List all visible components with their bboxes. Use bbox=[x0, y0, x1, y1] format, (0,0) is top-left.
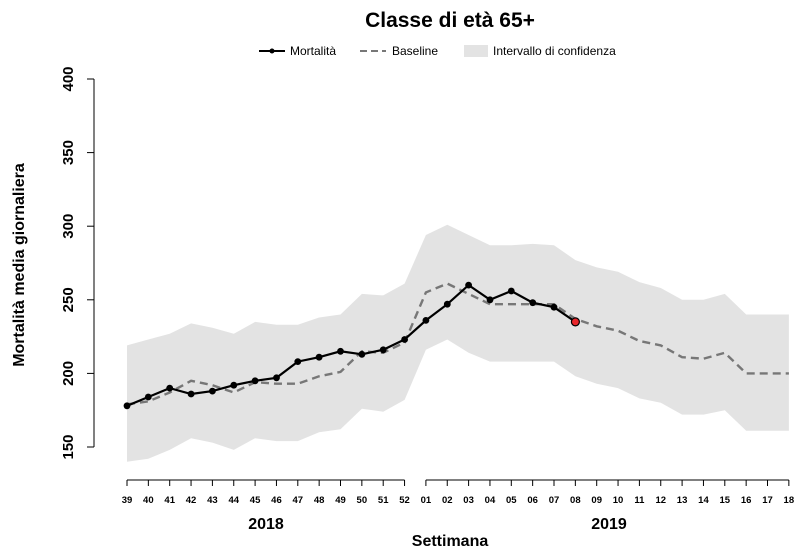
x-tick-label-45: 45 bbox=[250, 495, 261, 506]
mortalita-point-50 bbox=[358, 350, 366, 358]
confidence-band-area bbox=[127, 224, 789, 462]
baseline-line bbox=[126, 282, 789, 406]
legend-band-label: Intervallo di confidenza bbox=[493, 44, 616, 58]
legend: Mortalità Baseline Intervallo di confide… bbox=[259, 44, 616, 58]
x-tick-label-12: 12 bbox=[655, 495, 666, 506]
x-tick-label-48: 48 bbox=[314, 495, 325, 506]
x-tick-label-13: 13 bbox=[677, 495, 688, 506]
x-tick-label-01: 01 bbox=[421, 495, 432, 506]
x-tick-label-06: 06 bbox=[527, 495, 538, 506]
mortalita-point-45 bbox=[251, 377, 259, 385]
mortality-series bbox=[123, 281, 581, 410]
y-axis: 150 200 250 300 350 400 bbox=[60, 66, 95, 460]
mortalita-point-39 bbox=[123, 402, 131, 410]
x-tick-label-46: 46 bbox=[271, 495, 282, 506]
mortalita-point-49 bbox=[337, 347, 344, 355]
x-tick-label-09: 09 bbox=[591, 495, 602, 506]
y-tick-label-400: 400 bbox=[60, 66, 77, 91]
x-tick-label-07: 07 bbox=[549, 495, 560, 506]
mortalita-point-43 bbox=[209, 387, 216, 395]
y-tick-label-350: 350 bbox=[60, 140, 77, 165]
x-tick-label-43: 43 bbox=[207, 495, 218, 506]
x-tick-label-04: 04 bbox=[485, 495, 496, 506]
y-tick-label-300: 300 bbox=[60, 214, 77, 239]
mortalita-point-52 bbox=[401, 336, 408, 343]
mortalita-point-05 bbox=[507, 287, 515, 295]
x-tick-label-16: 16 bbox=[741, 495, 752, 506]
mortalita-point-41 bbox=[166, 384, 174, 392]
legend-mortalita-point bbox=[269, 48, 275, 54]
x-tick-label-02: 02 bbox=[442, 495, 453, 506]
mortalita-point-02 bbox=[443, 300, 451, 308]
y-axis-title: Mortalità media giornaliera bbox=[11, 163, 28, 367]
year-label-2019: 2019 bbox=[591, 516, 627, 533]
highlight-point bbox=[570, 317, 581, 327]
y-tick-label-250: 250 bbox=[60, 287, 77, 312]
x-tick-label-10: 10 bbox=[613, 495, 624, 506]
y-tick-label-200: 200 bbox=[60, 361, 77, 386]
mortalita-point-48 bbox=[315, 353, 323, 361]
legend-mortalita-label: Mortalità bbox=[290, 44, 336, 58]
x-axis-title: Settimana bbox=[412, 533, 489, 549]
x-tick-label-44: 44 bbox=[228, 495, 239, 506]
mortalita-line bbox=[126, 283, 577, 407]
mortalita-point-06 bbox=[529, 299, 537, 307]
legend-baseline-label: Baseline bbox=[392, 44, 438, 58]
x-tick-label-03: 03 bbox=[463, 495, 474, 506]
x-tick-label-11: 11 bbox=[634, 495, 645, 506]
mortalita-point-01 bbox=[422, 317, 430, 324]
mortalita-point-46 bbox=[273, 374, 280, 382]
x-tick-label-39: 39 bbox=[122, 495, 133, 506]
legend-band-swatch bbox=[464, 45, 488, 57]
mortalita-point-03 bbox=[465, 281, 472, 289]
chart-title: Classe di età 65+ bbox=[365, 9, 535, 32]
mortalita-point-04 bbox=[486, 296, 494, 304]
baseline-series bbox=[126, 282, 789, 406]
x-tick-label-17: 17 bbox=[762, 495, 773, 506]
x-tick-label-51: 51 bbox=[378, 495, 389, 506]
x-tick-label-50: 50 bbox=[357, 495, 368, 506]
x-tick-label-15: 15 bbox=[720, 495, 731, 506]
x-tick-label-42: 42 bbox=[186, 495, 197, 506]
y-tick-label-150: 150 bbox=[60, 434, 77, 459]
x-tick-label-18: 18 bbox=[784, 495, 795, 506]
mortalita-point-47 bbox=[294, 358, 302, 365]
x-tick-label-41: 41 bbox=[164, 495, 175, 506]
mortalita-point-07 bbox=[550, 303, 558, 311]
mortalita-point-51 bbox=[379, 346, 387, 354]
x-tick-label-14: 14 bbox=[698, 495, 709, 506]
x-tick-label-40: 40 bbox=[143, 495, 154, 506]
mortalita-point-40 bbox=[144, 393, 152, 401]
year-label-2018: 2018 bbox=[248, 516, 284, 533]
x-tick-label-49: 49 bbox=[335, 495, 346, 506]
x-tick-label-47: 47 bbox=[293, 495, 304, 506]
x-tick-label-52: 52 bbox=[399, 495, 410, 506]
x-tick-label-08: 08 bbox=[570, 495, 581, 506]
mortalita-point-42 bbox=[187, 390, 195, 398]
confidence-band bbox=[127, 224, 789, 462]
x-tick-label-05: 05 bbox=[506, 495, 517, 506]
x-axis: 39 40 41 42 43 44 45 46 47 48 49 50 51 52 01 02 03 04 05 06… bbox=[122, 479, 795, 506]
mortalita-point-44 bbox=[230, 381, 238, 389]
